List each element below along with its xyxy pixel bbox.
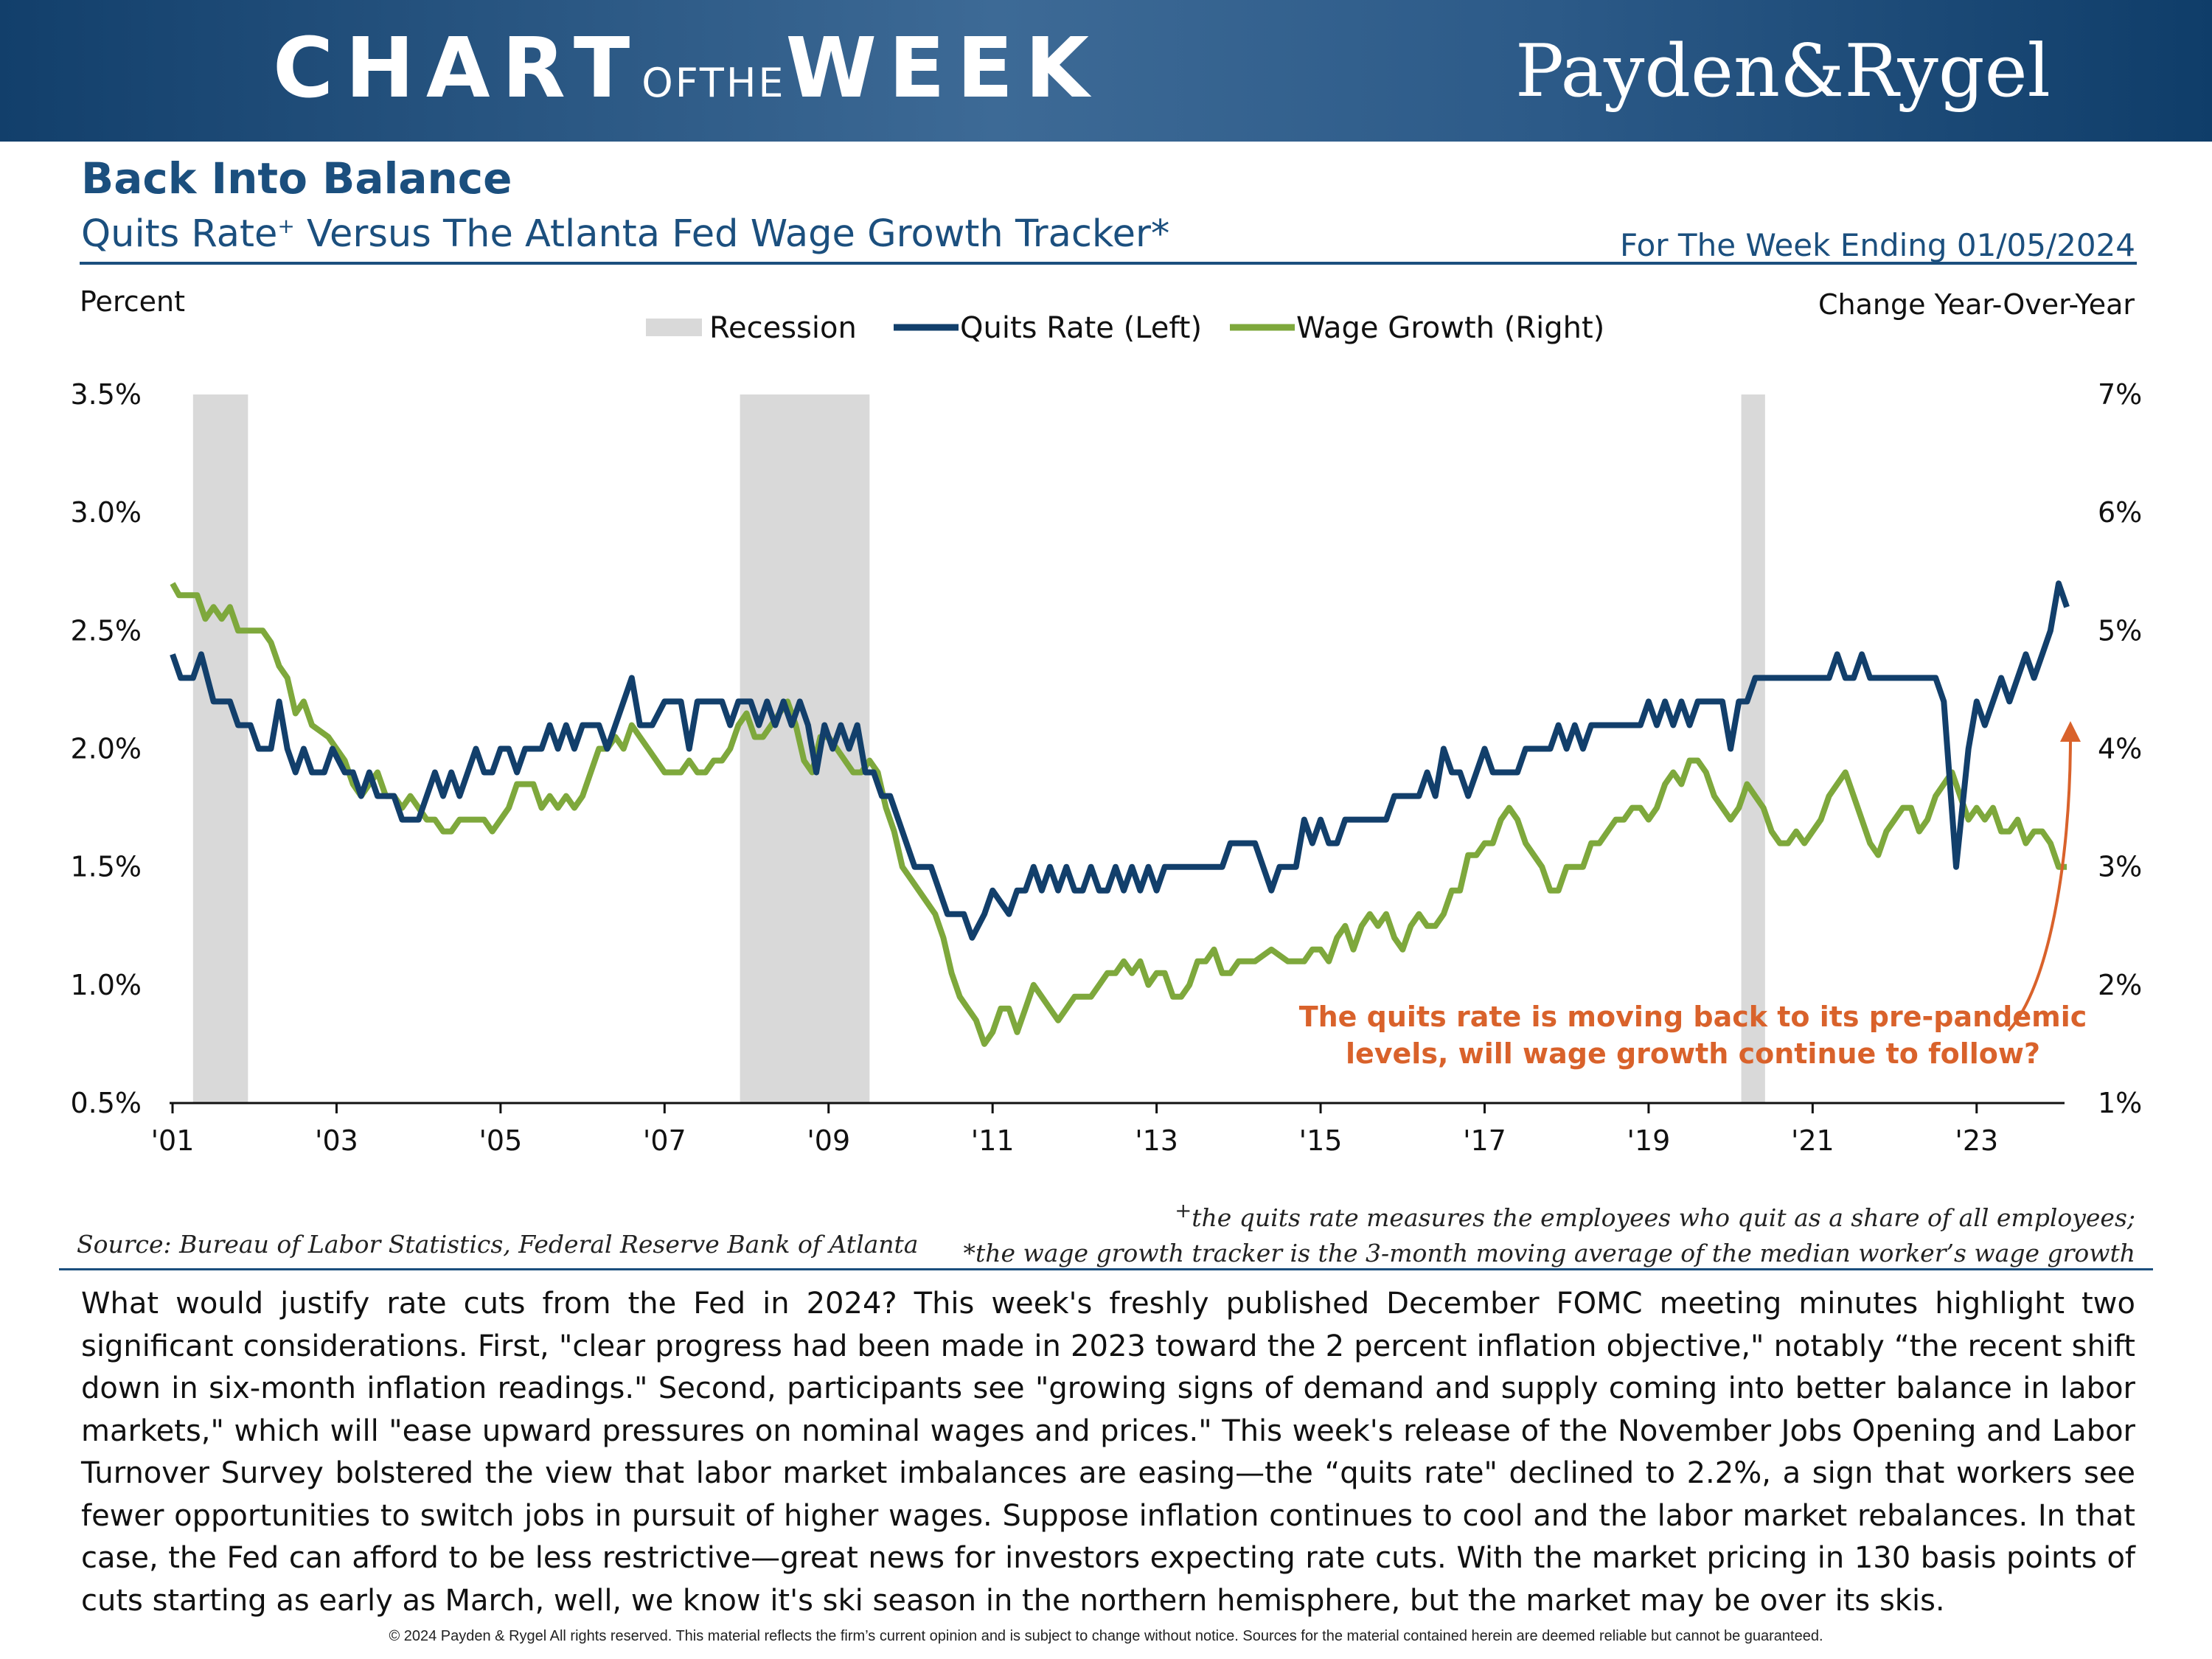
x-tick-label: '23 — [1955, 1124, 1998, 1157]
header-banner: CHARTOFTHEWEEK Payden&Rygel — [0, 0, 2212, 142]
x-tick-label: '17 — [1463, 1124, 1506, 1157]
x-tick-label: '15 — [1299, 1124, 1343, 1157]
left-tick-label: 2.0% — [70, 733, 142, 765]
annotation-arrow-line — [2007, 737, 2072, 1032]
week-ending-label: For The Week Ending 01/05/2024 — [1619, 227, 2135, 263]
brand-logo: Payden&Rygel — [1515, 29, 2051, 114]
x-tick-label: '13 — [1135, 1124, 1178, 1157]
right-tick-label: 4% — [2098, 733, 2142, 765]
title-divider — [80, 262, 2137, 265]
subtitle-mark: + — [277, 214, 295, 238]
left-tick-label: 3.5% — [70, 378, 142, 411]
wage-growth-series-line — [170, 582, 2067, 1047]
x-tick-label: '03 — [315, 1124, 358, 1157]
x-tick-label: '05 — [479, 1124, 522, 1157]
logo-chart-word: CHART — [273, 21, 642, 116]
annotation-arrowhead — [2060, 721, 2081, 742]
left-tick-label: 0.5% — [70, 1087, 142, 1119]
right-tick-label: 5% — [2098, 614, 2142, 647]
right-tick-label: 6% — [2098, 496, 2142, 529]
quits-rate-series-line — [170, 580, 2070, 941]
copyright-notice: © 2024 Payden & Rygel All rights reserve… — [389, 1628, 1823, 1644]
recession-band-2 — [1741, 394, 1765, 1103]
annotation-line-1: The quits rate is moving back to its pre… — [1299, 1001, 2087, 1033]
annotation-line-2: levels, will wage growth continue to fol… — [1346, 1037, 2040, 1070]
x-axis-ticks: '01 '03 '05 '07 '09 '11 '13 '15 '17 '19 '21 '23 — [151, 1103, 1998, 1157]
x-tick-label: '09 — [807, 1124, 850, 1157]
right-tick-label: 7% — [2098, 378, 2142, 411]
left-tick-label: 3.0% — [70, 496, 142, 529]
legend-recession-swatch — [646, 319, 702, 336]
right-axis-ticks: 7% 6% 5% 4% 3% 2% 1% — [2098, 378, 2142, 1119]
x-tick-label: '21 — [1791, 1124, 1834, 1157]
legend-wage-label: Wage Growth (Right) — [1296, 311, 1604, 345]
footnote-quits-text: the quits rate measures the employees wh… — [1192, 1203, 2135, 1232]
right-axis-unit: Change Year-Over-Year — [1818, 288, 2135, 321]
left-axis-unit: Percent — [80, 285, 185, 318]
chart-svg: Percent Change Year-Over-Year Recession … — [70, 285, 2142, 1157]
left-axis-ticks: 3.5% 3.0% 2.5% 2.0% 1.5% 1.0% 0.5% — [70, 378, 142, 1119]
left-tick-label: 1.0% — [70, 969, 142, 1001]
page-subtitle: Quits Rate+ Versus The Atlanta Fed Wage … — [81, 212, 1169, 256]
right-tick-label: 1% — [2098, 1087, 2142, 1119]
right-tick-label: 3% — [2098, 851, 2142, 883]
footnotes: +the quits rate measures the employees w… — [963, 1193, 2135, 1271]
footnote-quits-mark: + — [1175, 1199, 1192, 1222]
logo-ofthe-word: OFTHE — [641, 60, 786, 106]
left-tick-label: 1.5% — [70, 851, 142, 883]
x-tick-label: '07 — [643, 1124, 686, 1157]
recession-band-0 — [192, 394, 248, 1103]
x-tick-label: '01 — [151, 1124, 195, 1157]
source-note: Source: Bureau of Labor Statistics, Fede… — [77, 1230, 919, 1259]
chart-area: Percent Change Year-Over-Year Recession … — [0, 267, 2212, 1277]
legend-recession-label: Recession — [709, 311, 857, 345]
subtitle-rest: Versus The Atlanta Fed Wage Growth Track… — [294, 212, 1170, 256]
left-tick-label: 2.5% — [70, 614, 142, 647]
page-title: Back Into Balance — [81, 153, 512, 204]
legend: Recession Quits Rate (Left) Wage Growth … — [646, 311, 1604, 345]
subtitle-quits: Quits Rate — [81, 212, 278, 256]
chart-of-the-week-logo: CHARTOFTHEWEEK — [273, 21, 1101, 116]
right-tick-label: 2% — [2098, 969, 2142, 1001]
x-tick-label: '19 — [1627, 1124, 1671, 1157]
logo-week-word: WEEK — [785, 21, 1101, 116]
legend-quits-label: Quits Rate (Left) — [960, 311, 1202, 345]
commentary-text: What would justify rate cuts from the Fe… — [81, 1287, 2135, 1618]
footnote-wage: *the wage growth tracker is the 3-month … — [963, 1239, 2135, 1267]
x-tick-label: '11 — [971, 1124, 1015, 1157]
footer-divider — [59, 1268, 2153, 1270]
footnote-quits: +the quits rate measures the employees w… — [963, 1193, 2135, 1236]
